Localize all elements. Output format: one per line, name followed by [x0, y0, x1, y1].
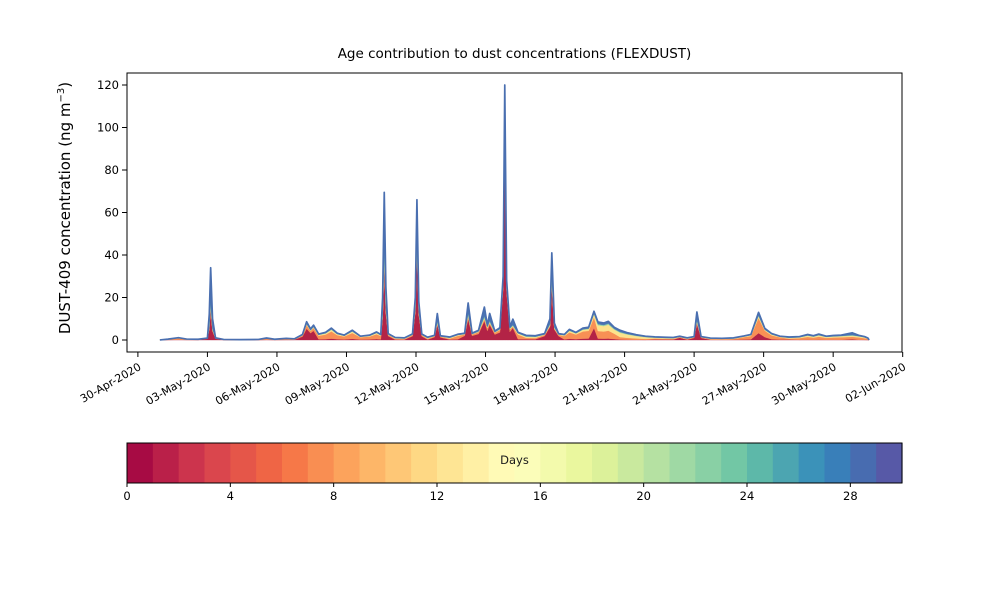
x-tick-label: 06-May-2020: [213, 360, 282, 408]
area-band-age-19-24-days: [159, 115, 870, 341]
axes-frame: [126, 72, 903, 353]
colorbar-tick-label: 4: [227, 489, 234, 503]
colorbar-segment: [488, 443, 516, 483]
y-tick-label: 20: [104, 290, 119, 304]
colorbar-segment: [230, 443, 257, 483]
colorbar-segment: [540, 443, 567, 483]
colorbar-segment: [850, 443, 877, 483]
colorbar-segment: [721, 443, 748, 483]
x-tick-label: 27-May-2020: [700, 360, 769, 408]
colorbar-tick-label: 8: [330, 489, 337, 503]
colorbar-segment: [307, 443, 335, 483]
colorbar-segment: [566, 443, 593, 483]
colorbar-segment: [772, 443, 800, 483]
colorbar-segment: [204, 443, 231, 483]
area-band-age-12-18-days: [159, 123, 870, 341]
y-tick-label: 80: [104, 163, 119, 177]
x-tick-label: 03-May-2020: [144, 360, 213, 408]
y-tick-label: 60: [104, 206, 119, 220]
x-tick-label: 02-Jun-2020: [843, 360, 908, 405]
x-tick-label: 15-May-2020: [422, 360, 491, 408]
x-tick-label: 30-May-2020: [769, 360, 838, 408]
y-tick-label: 0: [112, 333, 119, 347]
x-tick-label: 09-May-2020: [283, 360, 352, 408]
total-concentration-line: [159, 84, 870, 341]
colorbar-segment: [256, 443, 283, 483]
colorbar-segment: [333, 443, 361, 483]
colorbar-segment: [592, 443, 619, 483]
colorbar-segment: [385, 443, 412, 483]
colorbar-tick-label: 24: [740, 489, 755, 503]
colorbar-segment: [617, 443, 645, 483]
colorbar-tick-label: 16: [533, 489, 548, 503]
colorbar-segment: [127, 443, 154, 483]
colorbar-segment: [695, 443, 722, 483]
colorbar-segment: [437, 443, 464, 483]
x-tick-label: 30-Apr-2020: [78, 360, 143, 405]
colorbar-segment: [876, 443, 903, 483]
colorbar-tick-label: 0: [123, 489, 130, 503]
colorbar-segment: [798, 443, 826, 483]
colorbar-segment: [514, 443, 541, 483]
x-tick-label: 24-May-2020: [630, 360, 699, 408]
y-tick-label: 120: [97, 78, 119, 92]
area-band-age-25-30-days: [159, 85, 870, 341]
colorbar-tick-label: 20: [636, 489, 651, 503]
y-tick-label: 40: [104, 248, 119, 262]
colorbar-tick-label: 12: [430, 489, 445, 503]
x-tick-label: 12-May-2020: [352, 360, 421, 408]
colorbar-segment: [411, 443, 438, 483]
colorbar-segment: [669, 443, 696, 483]
colorbar-segment: [462, 443, 490, 483]
colorbar-segment: [178, 443, 206, 483]
colorbar-segment: [824, 443, 851, 483]
area-band-age-0-4-days: [159, 135, 870, 341]
y-tick-label: 100: [97, 121, 119, 135]
x-tick-label: 21-May-2020: [561, 360, 630, 408]
colorbar-segment: [359, 443, 386, 483]
colorbar-tick-label: 28: [843, 489, 858, 503]
colorbar-segment: [747, 443, 774, 483]
colorbar-segment: [282, 443, 309, 483]
colorbar-segment: [152, 443, 180, 483]
area-band-age-5-11-days: [159, 128, 870, 341]
x-tick-label: 18-May-2020: [491, 360, 560, 408]
colorbar-segment: [643, 443, 671, 483]
colorbar-frame: [126, 442, 903, 484]
